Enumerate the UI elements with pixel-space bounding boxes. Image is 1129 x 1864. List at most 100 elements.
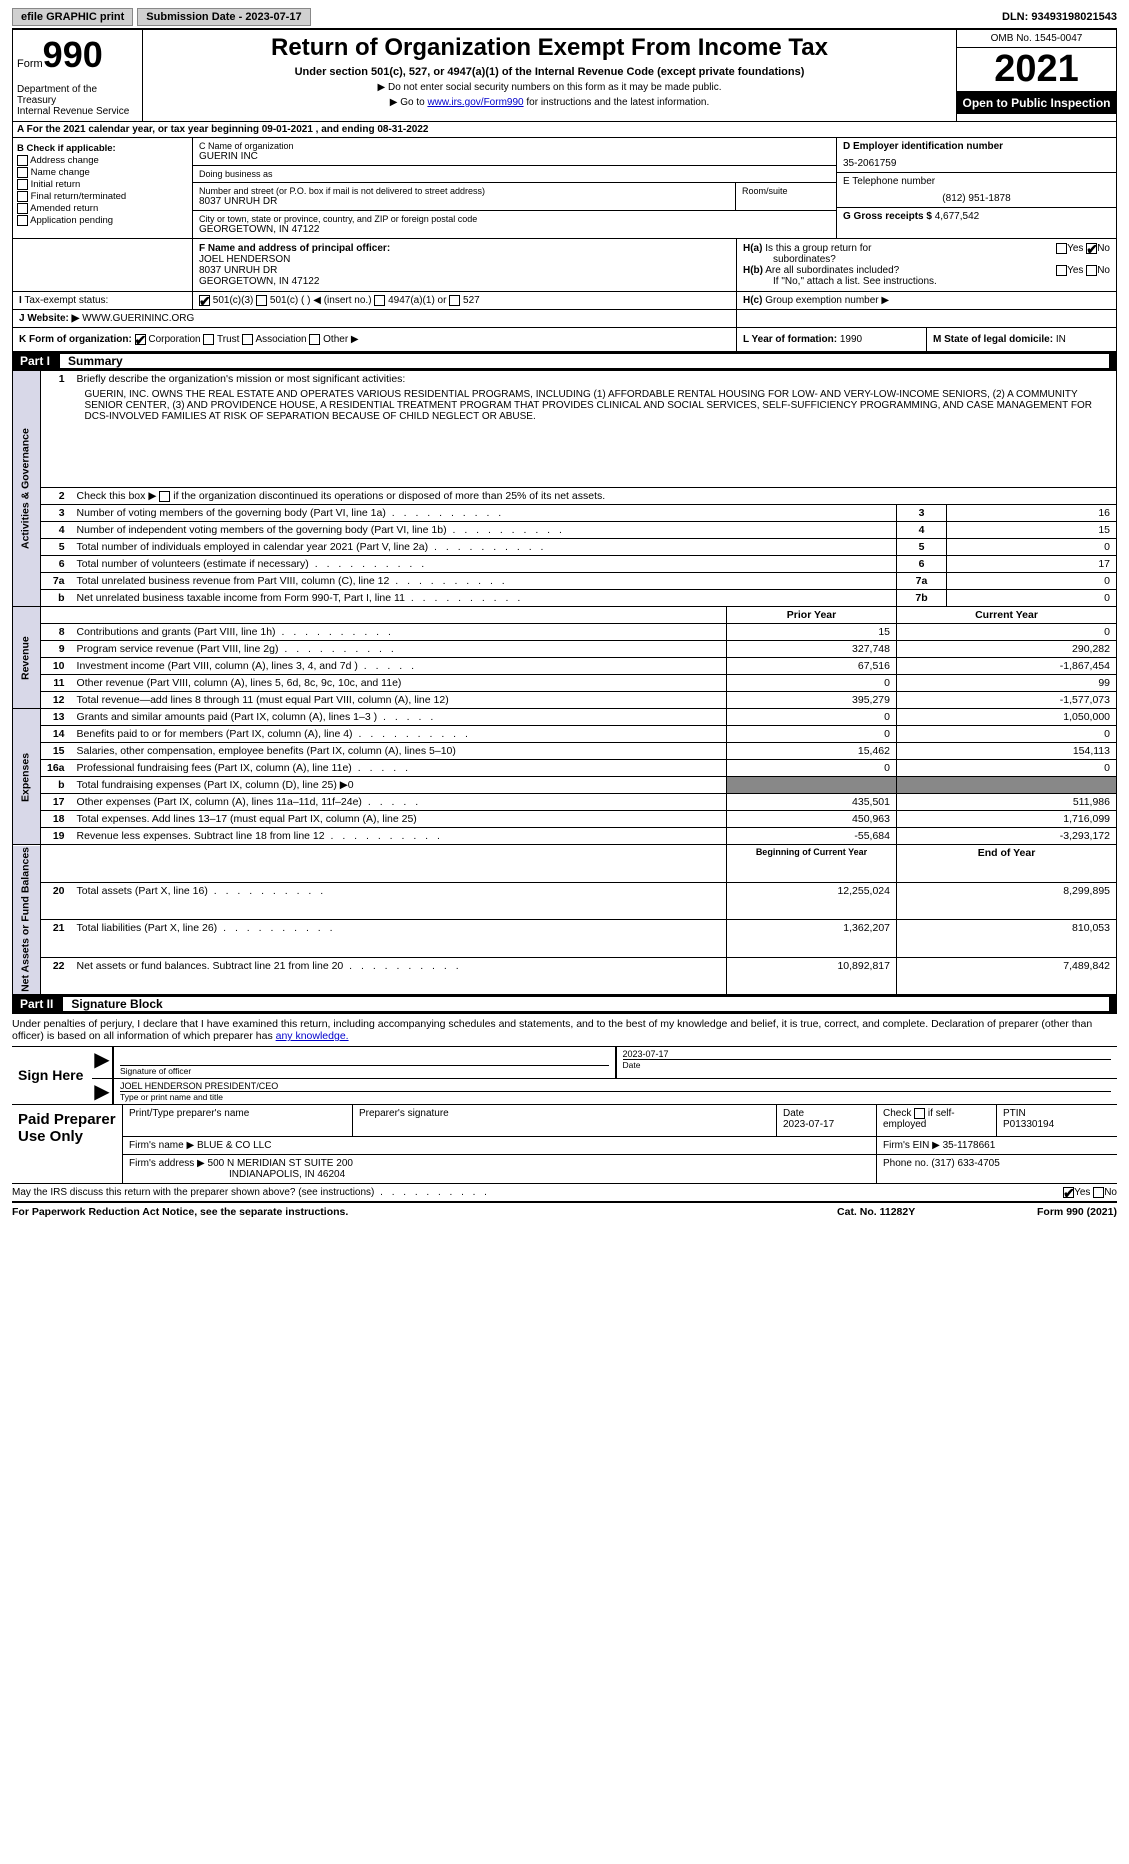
line6-val: 17 [947, 556, 1117, 573]
sig-intro-text: Under penalties of perjury, I declare th… [12, 1018, 1092, 1042]
j-label: Website: ▶ [27, 313, 79, 324]
part2-num: Part II [20, 997, 63, 1011]
checkbox-discuss-yes[interactable] [1063, 1187, 1074, 1198]
irs-link[interactable]: www.irs.gov/Form990 [427, 97, 523, 108]
checkbox-527[interactable] [449, 295, 460, 306]
checkbox-address-change[interactable] [17, 155, 28, 166]
opt-4947: 4947(a)(1) or [388, 295, 446, 306]
checkbox-pending[interactable] [17, 215, 28, 226]
checkbox-other[interactable] [309, 334, 320, 345]
line13-curr: 1,050,000 [897, 709, 1117, 726]
efile-btn[interactable]: efile GRAPHIC print [12, 8, 133, 26]
col-current: Current Year [897, 607, 1117, 624]
checkbox-501c3[interactable] [199, 295, 210, 306]
firm-addr1: 500 N MERIDIAN ST SUITE 200 [208, 1158, 353, 1169]
line4-desc: Number of independent voting members of … [77, 524, 565, 536]
row-k: K Form of organization: Corporation Trus… [12, 328, 1117, 352]
line20-curr: 8,299,895 [897, 882, 1117, 919]
ha-text: Is this a group return for [765, 243, 871, 254]
part1-header: Part I Summary [12, 352, 1117, 370]
line2-text: Check this box ▶ if the organization dis… [77, 490, 606, 502]
ha2-text: subordinates? [743, 254, 1110, 265]
line20-prior: 12,255,024 [727, 882, 897, 919]
officer-sig-label: Signature of officer [120, 1065, 609, 1076]
firm-label: Firm's name ▶ [129, 1140, 194, 1151]
m-value: IN [1056, 334, 1066, 345]
sidebar-governance: Activities & Governance [13, 371, 41, 607]
ha-yes: Yes [1067, 243, 1083, 254]
line16b-desc: Total fundraising expenses (Part IX, col… [77, 779, 354, 791]
line22-desc: Net assets or fund balances. Subtract li… [77, 960, 462, 972]
checkbox-final-return[interactable] [17, 191, 28, 202]
instr-1: ▶ Do not enter social security numbers o… [151, 82, 948, 93]
section-b-c-d: B Check if applicable: Address change Na… [12, 138, 1117, 239]
k-corp: Corporation [148, 334, 200, 345]
checkbox-initial-return[interactable] [17, 179, 28, 190]
firm-phone-label: Phone no. [883, 1158, 929, 1169]
prep-h4-pre: Check [883, 1108, 911, 1119]
line7b-desc: Net unrelated business taxable income fr… [77, 592, 524, 604]
street-label: Number and street (or P.O. box if mail i… [199, 186, 729, 196]
checkbox-corp[interactable] [135, 334, 146, 345]
line9-desc: Program service revenue (Part VIII, line… [77, 643, 397, 655]
checkbox-ha-no[interactable] [1086, 243, 1097, 254]
tax-year: 2021 [957, 48, 1116, 92]
checkbox-line2[interactable] [159, 491, 170, 502]
line10-desc: Investment income (Part VIII, column (A)… [77, 660, 417, 672]
sig-date-label: Date [623, 1059, 1112, 1070]
main-title: Return of Organization Exempt From Incom… [151, 34, 948, 62]
line17-curr: 511,986 [897, 794, 1117, 811]
section-a: A For the 2021 calendar year, or tax yea… [12, 122, 1117, 138]
k-other: Other ▶ [323, 334, 358, 345]
discuss-text: May the IRS discuss this return with the… [12, 1187, 490, 1198]
ha-no: No [1097, 243, 1110, 254]
firm-ein: 35-1178661 [943, 1140, 996, 1151]
sig-date: 2023-07-17 [623, 1049, 1112, 1059]
row-j: J Website: ▶ WWW.GUERININC.ORG [12, 310, 1117, 328]
line7a-desc: Total unrelated business revenue from Pa… [77, 575, 508, 587]
checkbox-hb-no[interactable] [1086, 265, 1097, 276]
line15-curr: 154,113 [897, 743, 1117, 760]
officer-street: 8037 UNRUH DR [199, 265, 730, 276]
line5-desc: Total number of individuals employed in … [77, 541, 547, 553]
checkbox-ha-yes[interactable] [1056, 243, 1067, 254]
prep-date: 2023-07-17 [783, 1119, 834, 1130]
knowledge-link[interactable]: any knowledge. [276, 1030, 349, 1042]
firm-addr2: INDIANAPOLIS, IN 46204 [129, 1169, 345, 1180]
sig-name: JOEL HENDERSON PRESIDENT/CEO [120, 1081, 1111, 1091]
line15-desc: Salaries, other compensation, employee b… [77, 745, 456, 757]
subtitle: Under section 501(c), 527, or 4947(a)(1)… [151, 66, 948, 78]
checkbox-self-employed[interactable] [914, 1108, 925, 1119]
firm-ein-label: Firm's EIN ▶ [883, 1140, 940, 1151]
line11-desc: Other revenue (Part VIII, column (A), li… [77, 677, 402, 689]
hb-text: Are all subordinates included? [765, 265, 899, 276]
checkbox-name-change[interactable] [17, 167, 28, 178]
firm-addr-label: Firm's address ▶ [129, 1158, 205, 1169]
line12-curr: -1,577,073 [897, 692, 1117, 709]
prep-h5: PTIN [1003, 1108, 1026, 1119]
line10-prior: 67,516 [727, 658, 897, 675]
submission-btn[interactable]: Submission Date - 2023-07-17 [137, 8, 310, 26]
line7a-val: 0 [947, 573, 1117, 590]
line16a-curr: 0 [897, 760, 1117, 777]
line22-curr: 7,489,842 [897, 957, 1117, 995]
topbar: efile GRAPHIC print Submission Date - 20… [12, 8, 1117, 29]
checkbox-hb-yes[interactable] [1056, 265, 1067, 276]
checkbox-discuss-no[interactable] [1093, 1187, 1104, 1198]
checkbox-assoc[interactable] [242, 334, 253, 345]
sig-arrow-2: ▶ [92, 1079, 112, 1104]
prep-h1: Print/Type preparer's name [129, 1108, 346, 1119]
checkbox-4947[interactable] [374, 295, 385, 306]
city-value: GEORGETOWN, IN 47122 [199, 224, 830, 235]
checkbox-501c[interactable] [256, 295, 267, 306]
form-header: Form 990 Department of the Treasury Inte… [12, 29, 1117, 122]
section-f-h: F Name and address of principal officer:… [12, 239, 1117, 292]
line3-val: 16 [947, 505, 1117, 522]
checkbox-amended[interactable] [17, 203, 28, 214]
checkbox-trust[interactable] [203, 334, 214, 345]
website-value: WWW.GUERININC.ORG [82, 313, 194, 324]
opt-501c: 501(c) ( ) ◀ (insert no.) [270, 295, 372, 306]
line8-curr: 0 [897, 624, 1117, 641]
line21-desc: Total liabilities (Part X, line 26) [77, 922, 336, 934]
form-ref: Form 990 (2021) [1037, 1206, 1117, 1218]
